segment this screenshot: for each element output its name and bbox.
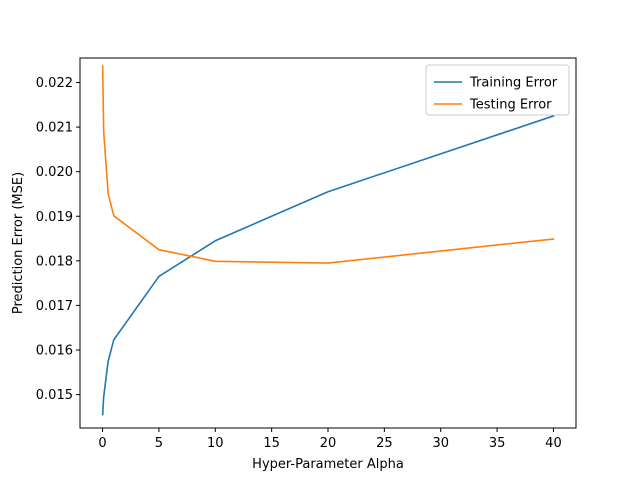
y-axis-label: Prediction Error (MSE) (11, 172, 26, 314)
x-tick-label: 5 (155, 436, 163, 451)
legend-label: Training Error (469, 76, 558, 91)
y-tick-label: 0.016 (36, 343, 73, 358)
legend: Training Error Testing Error (425, 64, 570, 116)
x-tick-label: 40 (545, 436, 562, 451)
x-tick-label: 25 (376, 436, 393, 451)
x-tick-label: 35 (489, 436, 506, 451)
x-tick-label: 0 (98, 436, 106, 451)
series-line-testing-error (101, 65, 555, 264)
x-tick-label: 30 (432, 436, 449, 451)
y-tick-label: 0.018 (36, 254, 73, 269)
x-tick-label: 20 (320, 436, 337, 451)
legend-box (425, 64, 570, 116)
plot-area (101, 65, 555, 416)
x-axis-label: Hyper-Parameter Alpha (252, 457, 404, 472)
y-tick-label: 0.020 (36, 165, 73, 180)
y-tick-label: 0.019 (36, 210, 73, 225)
x-axis-ticks: 0 5 10 15 20 25 30 35 40 (98, 428, 562, 451)
x-tick-label: 10 (207, 436, 224, 451)
series-line-training-error (101, 114, 555, 416)
x-tick-label: 15 (263, 436, 280, 451)
y-axis-ticks: 0.015 0.016 0.017 0.018 0.019 0.020 0.021 0.022 (36, 76, 80, 403)
y-tick-label: 0.022 (36, 76, 73, 91)
y-tick-label: 0.021 (36, 121, 73, 136)
y-tick-label: 0.015 (36, 388, 73, 403)
y-tick-label: 0.017 (36, 299, 73, 314)
legend-label: Testing Error (469, 98, 552, 113)
